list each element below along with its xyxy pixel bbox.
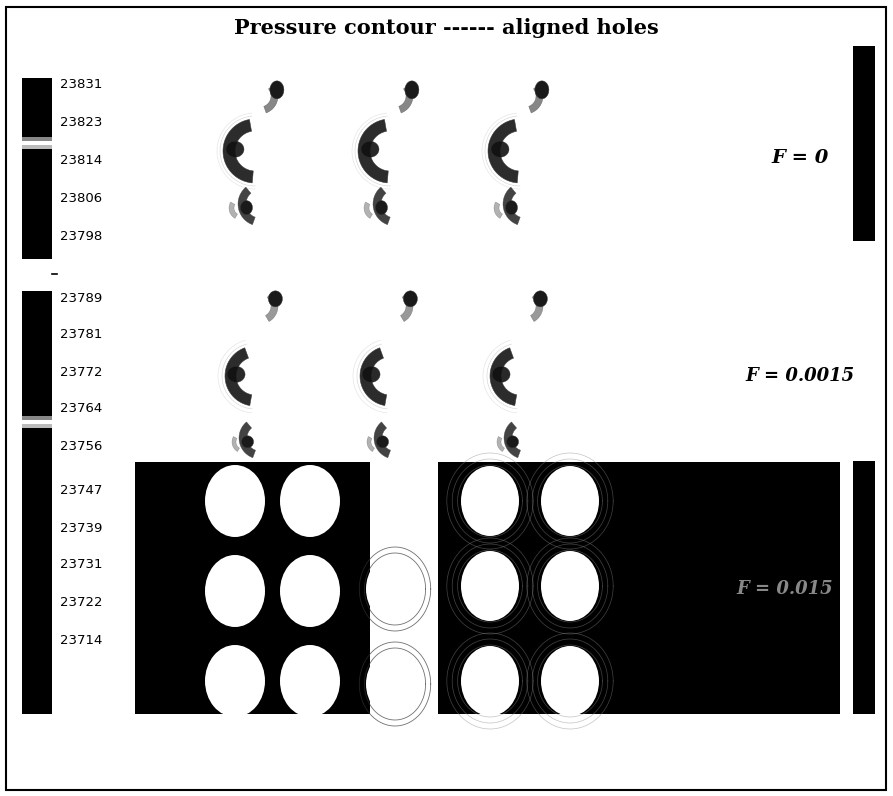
Polygon shape: [358, 119, 388, 183]
Polygon shape: [227, 366, 245, 382]
Text: 23781: 23781: [60, 329, 103, 341]
Text: 23823: 23823: [60, 116, 103, 130]
Polygon shape: [226, 141, 244, 158]
Text: 23747: 23747: [60, 485, 103, 498]
Text: 23772: 23772: [60, 365, 103, 379]
Polygon shape: [238, 187, 255, 224]
Ellipse shape: [461, 466, 519, 536]
Ellipse shape: [461, 646, 519, 716]
Text: 23722: 23722: [60, 596, 103, 610]
Text: 23739: 23739: [60, 521, 103, 534]
Polygon shape: [533, 291, 547, 306]
Polygon shape: [229, 202, 238, 218]
Bar: [370, 462, 438, 714]
Text: 23831: 23831: [60, 79, 103, 92]
Polygon shape: [364, 202, 372, 218]
Polygon shape: [400, 292, 413, 322]
Polygon shape: [491, 141, 509, 158]
Polygon shape: [367, 436, 374, 451]
Text: 23806: 23806: [60, 193, 102, 205]
Polygon shape: [497, 436, 505, 451]
Polygon shape: [263, 84, 278, 113]
Polygon shape: [504, 422, 521, 458]
Bar: [22, 145, 52, 149]
Bar: [135, 462, 840, 714]
Bar: [22, 424, 52, 428]
Text: 23756: 23756: [60, 440, 103, 454]
Text: F = 0.0015: F = 0.0015: [746, 367, 855, 385]
Ellipse shape: [541, 466, 599, 536]
Ellipse shape: [461, 551, 519, 621]
Text: 23798: 23798: [60, 231, 103, 244]
Text: 23714: 23714: [60, 634, 103, 647]
Polygon shape: [374, 422, 390, 458]
Polygon shape: [240, 201, 253, 215]
Polygon shape: [405, 81, 419, 99]
Bar: [22, 291, 52, 714]
Ellipse shape: [280, 555, 340, 627]
Text: 23814: 23814: [60, 154, 103, 167]
Polygon shape: [239, 422, 255, 458]
Polygon shape: [530, 292, 543, 322]
Polygon shape: [232, 436, 239, 451]
Text: 23764: 23764: [60, 403, 103, 416]
Polygon shape: [225, 348, 252, 405]
Polygon shape: [360, 348, 387, 405]
Bar: [853, 46, 875, 241]
Polygon shape: [269, 291, 282, 306]
Ellipse shape: [366, 650, 424, 718]
Ellipse shape: [541, 646, 599, 716]
Text: Pressure contour ------ aligned holes: Pressure contour ------ aligned holes: [234, 18, 658, 38]
Polygon shape: [490, 348, 517, 405]
Text: F = 0: F = 0: [772, 149, 829, 167]
Bar: [22, 141, 52, 145]
Ellipse shape: [205, 555, 265, 627]
Bar: [22, 78, 52, 259]
Ellipse shape: [280, 465, 340, 537]
Polygon shape: [376, 201, 388, 215]
Polygon shape: [488, 119, 518, 183]
Polygon shape: [361, 141, 379, 158]
Bar: [853, 461, 875, 714]
Polygon shape: [223, 119, 254, 183]
Polygon shape: [377, 435, 388, 448]
Bar: [22, 420, 52, 424]
Ellipse shape: [280, 645, 340, 717]
Text: 23731: 23731: [60, 559, 103, 572]
Text: F = 0.015: F = 0.015: [737, 580, 833, 598]
Polygon shape: [535, 81, 549, 99]
Ellipse shape: [366, 555, 424, 623]
Bar: [22, 416, 52, 420]
Ellipse shape: [205, 465, 265, 537]
Polygon shape: [242, 435, 254, 448]
Polygon shape: [404, 291, 417, 306]
Polygon shape: [492, 366, 510, 382]
Text: 23789: 23789: [60, 291, 103, 305]
Polygon shape: [506, 435, 519, 448]
Polygon shape: [362, 366, 380, 382]
Ellipse shape: [541, 551, 599, 621]
Polygon shape: [529, 84, 543, 113]
Bar: [22, 137, 52, 141]
Ellipse shape: [205, 645, 265, 717]
Polygon shape: [373, 187, 390, 224]
Polygon shape: [494, 202, 503, 218]
Polygon shape: [503, 187, 521, 224]
Polygon shape: [270, 81, 284, 99]
Polygon shape: [399, 84, 413, 113]
Polygon shape: [265, 292, 278, 322]
Polygon shape: [505, 201, 517, 215]
